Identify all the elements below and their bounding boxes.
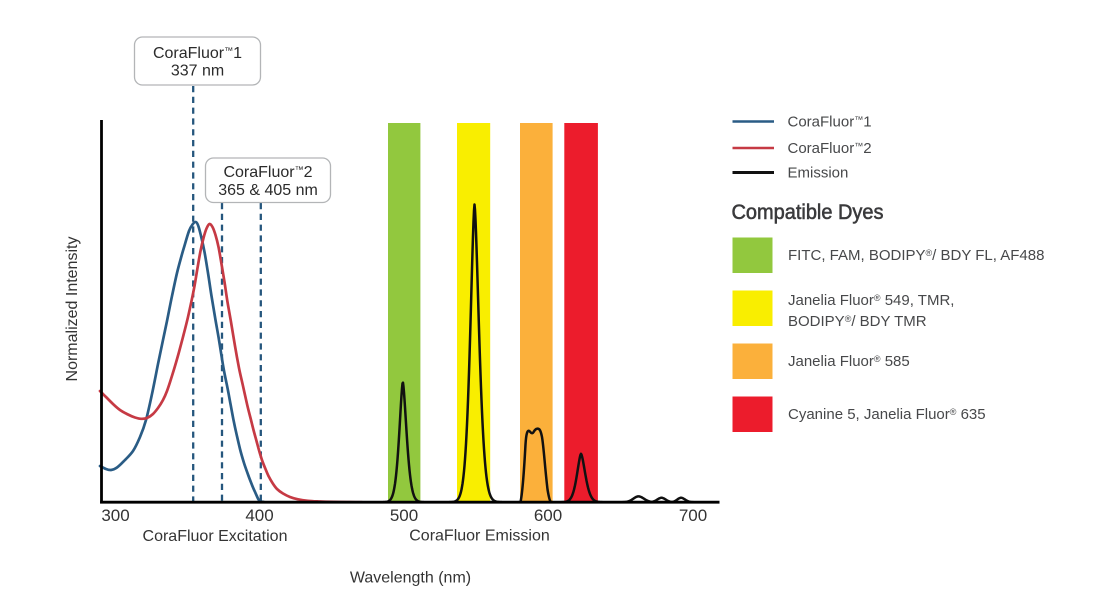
svg-text:Emission: Emission (788, 165, 849, 182)
svg-text:Janelia Fluor® 549, TMR,: Janelia Fluor® 549, TMR, (788, 292, 954, 309)
svg-text:Janelia Fluor® 585: Janelia Fluor® 585 (788, 353, 910, 370)
svg-text:Cyanine 5, Janelia Fluor® 635: Cyanine 5, Janelia Fluor® 635 (788, 406, 986, 423)
svg-text:700: 700 (679, 506, 707, 525)
svg-text:365 & 405 nm: 365 & 405 nm (218, 182, 318, 199)
svg-text:400: 400 (245, 506, 273, 525)
svg-text:300: 300 (101, 506, 129, 525)
svg-text:CoraFluor Excitation: CoraFluor Excitation (143, 528, 288, 545)
svg-text:Wavelength (nm): Wavelength (nm) (350, 570, 471, 587)
svg-text:CoraFluor™2: CoraFluor™2 (788, 140, 872, 157)
svg-text:500: 500 (390, 506, 418, 525)
svg-text:CoraFluor™1: CoraFluor™1 (788, 114, 872, 131)
svg-text:Normalized Intensity: Normalized Intensity (64, 237, 81, 382)
svg-text:CoraFluor™2: CoraFluor™2 (223, 164, 312, 181)
svg-text:600: 600 (534, 506, 562, 525)
svg-text:337 nm: 337 nm (171, 63, 224, 80)
svg-text:BODIPY®/ BDY TMR: BODIPY®/ BDY TMR (788, 313, 927, 330)
svg-text:Compatible Dyes: Compatible Dyes (732, 201, 884, 224)
svg-text:CoraFluor Emission: CoraFluor Emission (409, 528, 549, 545)
svg-text:FITC, FAM, BODIPY®/ BDY FL, AF: FITC, FAM, BODIPY®/ BDY FL, AF488 (788, 247, 1044, 264)
svg-text:CoraFluor™1: CoraFluor™1 (153, 45, 242, 62)
